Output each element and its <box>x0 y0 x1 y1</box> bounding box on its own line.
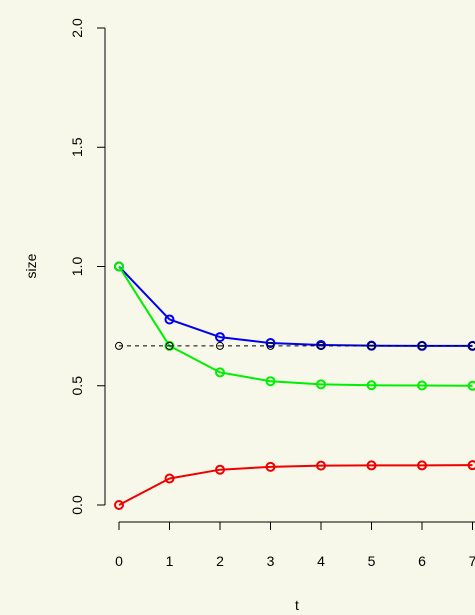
series-2-segment <box>219 465 271 471</box>
series-3-point <box>266 341 275 350</box>
series-2-point <box>215 464 225 475</box>
x-tick-label: 1 <box>166 553 174 569</box>
series-0-segment <box>169 318 221 339</box>
plot-area <box>114 261 475 510</box>
series-3-point <box>115 341 123 350</box>
series-1-segment <box>219 371 271 383</box>
series-1-segment <box>320 383 372 387</box>
series-0-segment <box>219 336 271 345</box>
y-axis-label: size <box>23 253 39 278</box>
series-1-point <box>467 380 475 391</box>
y-tick-label: 1.5 <box>69 137 85 157</box>
series-3-point <box>418 341 426 350</box>
series-2-segment <box>169 468 221 480</box>
series-3-point <box>468 341 475 350</box>
x-axis-label: t <box>295 597 299 613</box>
y-tick-label: 2.0 <box>69 18 85 38</box>
y-tick-label: 0.0 <box>69 495 85 515</box>
y-tick-label: 0.5 <box>69 376 85 396</box>
series-0-point <box>265 338 276 349</box>
series-2-point <box>417 460 427 471</box>
series-2-point <box>265 461 276 472</box>
series-1 <box>114 261 475 391</box>
series-1-point <box>417 380 427 391</box>
x-tick-label: 7 <box>469 553 475 569</box>
series-1-point <box>366 380 377 391</box>
series-1-point <box>114 261 124 272</box>
x-axis: 0 1 2 3 4 5 6 7 <box>115 521 475 569</box>
series-0-segment <box>118 265 171 321</box>
series-3-point <box>165 341 174 350</box>
series-3-point <box>317 341 325 350</box>
series-2-point <box>366 460 377 471</box>
series-2-point <box>114 500 124 510</box>
series-3-point <box>367 341 376 350</box>
x-tick-label: 3 <box>267 553 275 569</box>
series-0-segment <box>270 342 322 346</box>
x-tick-label: 2 <box>216 553 224 569</box>
series-0-point <box>215 332 225 343</box>
series-3-point <box>216 341 224 350</box>
y-tick-label: 1.0 <box>69 257 85 277</box>
series-3 <box>115 341 475 350</box>
x-tick-label: 5 <box>368 553 376 569</box>
series-2-point <box>164 473 175 484</box>
series-0 <box>114 261 475 351</box>
series-0-point <box>164 314 175 325</box>
series-2 <box>114 460 475 510</box>
series-2-point <box>316 460 326 471</box>
series-2-segment <box>118 477 170 506</box>
x-tick-label: 6 <box>418 553 426 569</box>
x-tick-label: 0 <box>115 553 123 569</box>
y-axis: 0.0 0.5 1.0 1.5 2.0 <box>69 18 106 515</box>
series-1-segment <box>270 380 322 386</box>
x-tick-label: 4 <box>317 553 325 569</box>
series-2-point <box>467 460 475 471</box>
series-1-segment <box>169 345 221 374</box>
series-1-point <box>215 367 225 378</box>
series-1-point <box>316 379 326 390</box>
series-1-point <box>265 376 276 387</box>
series-1-segment <box>118 265 171 347</box>
series-2-segment <box>270 464 322 468</box>
